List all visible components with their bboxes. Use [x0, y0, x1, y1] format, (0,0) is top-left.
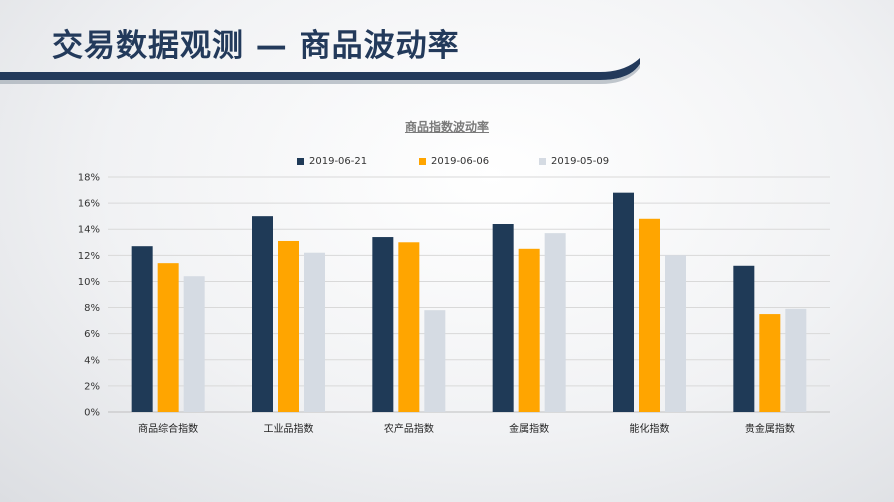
bar [544, 233, 566, 412]
bar [252, 216, 273, 412]
bar [278, 240, 299, 412]
bar [492, 224, 514, 412]
bar [613, 192, 634, 412]
bar [785, 308, 807, 412]
bar [424, 310, 446, 412]
x-tick-label: 农产品指数 [384, 422, 434, 435]
legend-label-3: 2019-05-09 [551, 156, 610, 167]
bar [131, 246, 153, 412]
y-tick-label: 8% [84, 303, 100, 314]
y-tick-label: 10% [78, 277, 100, 288]
legend-item-2: 2019-06-06 [419, 156, 489, 167]
legend-swatch-1 [297, 158, 304, 165]
chart-title: 商品指数波动率 [404, 120, 489, 134]
legend-label-1: 2019-06-21 [309, 156, 368, 167]
y-tick-label: 2% [84, 381, 100, 392]
x-tick-label: 商品综合指数 [138, 422, 198, 435]
legend-item-3: 2019-05-09 [539, 156, 609, 167]
bar [759, 314, 781, 412]
bar [372, 237, 394, 412]
x-tick-label: 金属指数 [509, 422, 549, 435]
bar [639, 218, 660, 412]
chart-legend: 2019-06-21 2019-06-06 2019-05-09 [0, 156, 894, 170]
x-tick-label: 能化指数 [630, 422, 670, 435]
x-tick-label: 贵金属指数 [745, 422, 795, 435]
y-tick-label: 6% [84, 329, 100, 340]
bar [183, 276, 205, 412]
bar [304, 252, 325, 412]
legend-swatch-3 [539, 158, 546, 165]
title-band [0, 58, 640, 84]
y-tick-label: 16% [78, 199, 100, 210]
y-tick-label: 0% [84, 408, 100, 419]
legend-swatch-2 [419, 158, 426, 165]
x-tick-label: 工业品指数 [264, 422, 314, 435]
bar [665, 255, 686, 412]
y-tick-label: 12% [78, 251, 100, 262]
y-tick-label: 14% [78, 225, 100, 236]
bar [157, 263, 179, 412]
legend-label-2: 2019-06-06 [431, 156, 490, 167]
bar [398, 242, 420, 412]
y-tick-label: 18% [78, 173, 100, 184]
bar [518, 248, 540, 412]
legend-item-1: 2019-06-21 [297, 156, 367, 167]
bar [733, 265, 755, 412]
y-tick-label: 4% [84, 355, 100, 366]
slide-title: 交易数据观测 — 商品波动率 [52, 28, 460, 64]
